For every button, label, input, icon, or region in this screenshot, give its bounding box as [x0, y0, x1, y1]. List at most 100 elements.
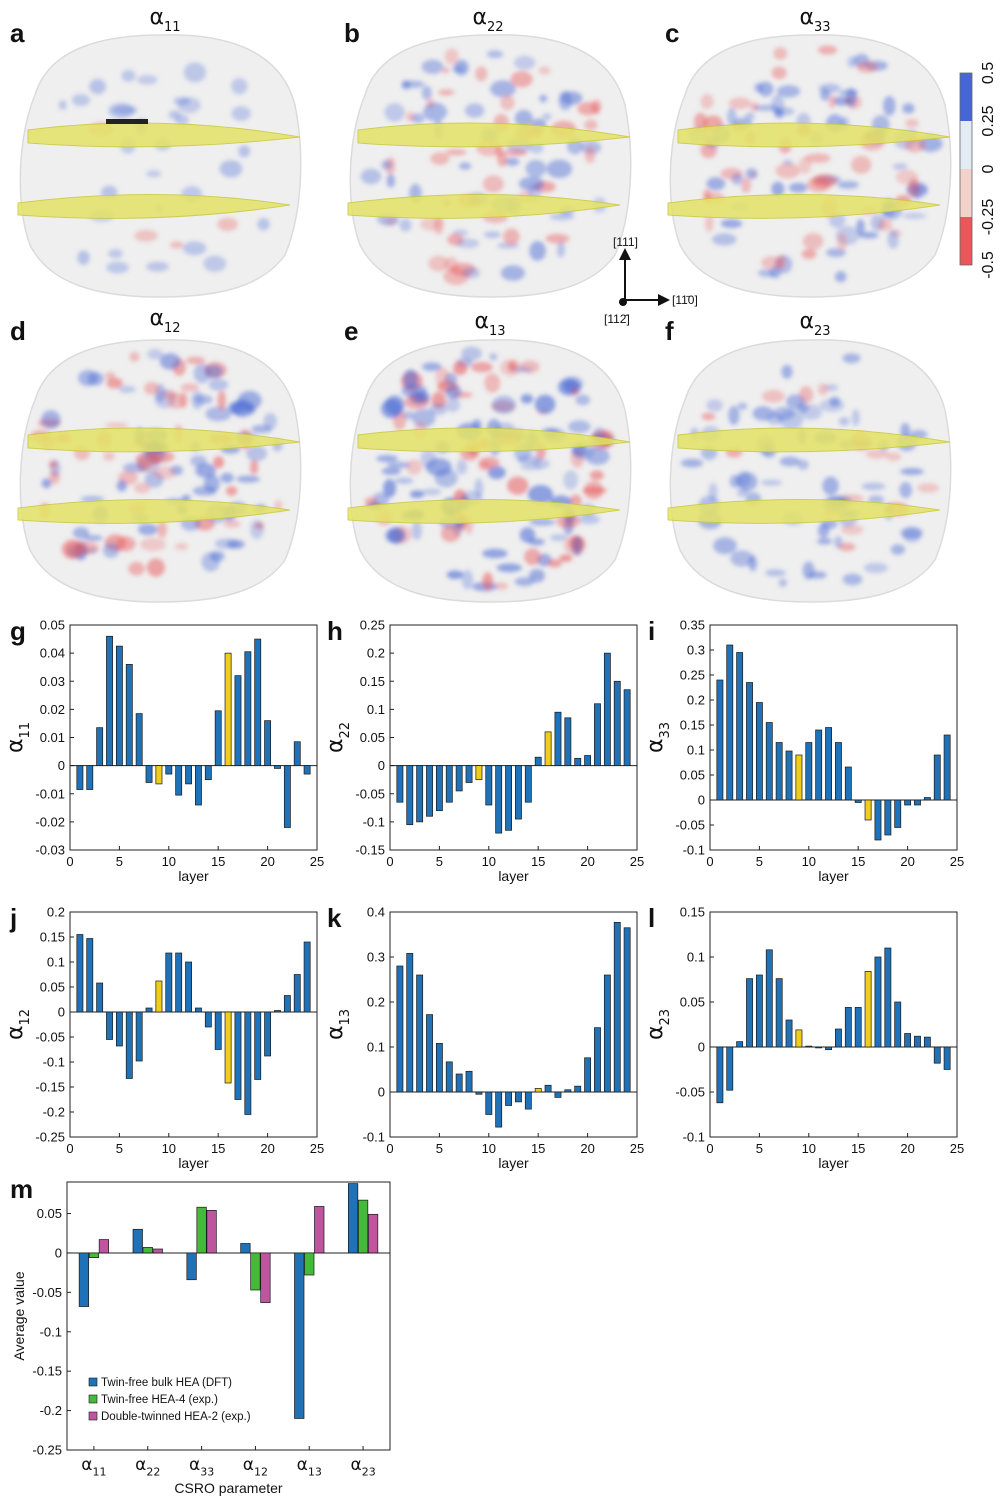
bar-layer-15	[214, 710, 222, 766]
bar-23-series-1	[347, 1183, 359, 1254]
isosurface-blob	[762, 389, 785, 403]
isosurface-blob	[106, 261, 129, 274]
isosurface-blob	[858, 231, 879, 239]
bar-layer-14	[204, 1011, 212, 1028]
isosurface-blob	[89, 79, 106, 95]
alpha-subscript: 33	[200, 1465, 214, 1478]
alpha-subscript: 12	[164, 321, 181, 336]
x-tick-label: 10	[482, 1141, 496, 1156]
bar-layer-1	[76, 765, 84, 790]
isosurface-blob	[801, 249, 817, 259]
y-tick-label: 0.1	[687, 743, 705, 758]
y-tick-label: 0	[378, 758, 385, 773]
nanoparticle-render	[17, 34, 302, 298]
y-axis-label: α11	[3, 722, 33, 753]
isosurface-blob	[575, 394, 591, 406]
y-tick-label: 0.2	[367, 995, 385, 1010]
x-tick-label: 15	[211, 854, 225, 869]
x-tick-label: 5	[756, 1141, 763, 1156]
direction-label-out: [112̄]	[604, 312, 630, 326]
bar-layer-8	[465, 1070, 473, 1093]
alpha-symbol: α	[297, 1455, 308, 1475]
isosurface-blob	[788, 182, 808, 193]
isosurface-blob	[209, 551, 225, 562]
bar-layer-15	[854, 1007, 862, 1048]
y-tick-label: -0.05	[32, 1285, 62, 1300]
bar-layer-12	[825, 727, 832, 801]
bar-layer-13	[835, 1028, 842, 1048]
y-tick-label: 0.05	[360, 730, 385, 745]
isosurface-blob	[430, 152, 450, 165]
bar-layer-5	[435, 1043, 443, 1093]
twin-plane-lower	[347, 193, 621, 219]
isosurface-blob	[760, 256, 783, 269]
bar-layer-5	[755, 702, 763, 801]
bar-layer-16	[864, 799, 872, 821]
y-axis-label: α23	[643, 1009, 673, 1040]
y-tick-label: 0.04	[40, 646, 65, 661]
y-tick-label: 0.1	[367, 1040, 385, 1055]
isosurface-blob	[482, 175, 504, 193]
isosurface-blob	[836, 232, 848, 251]
particle-outline	[19, 34, 302, 298]
isosurface-blob	[496, 563, 522, 573]
panel-letter: e	[344, 316, 358, 346]
y-tick-label: 0.05	[680, 768, 705, 783]
y-tick-label: 0.1	[367, 702, 385, 717]
isosurface-blob	[753, 104, 779, 112]
isosurface-blob	[83, 534, 103, 542]
bar-layer-18	[564, 717, 572, 766]
y-tick-label: 0.2	[367, 646, 385, 661]
bar-layer-9	[475, 1091, 483, 1095]
bar-layer-4	[106, 635, 113, 766]
bar-layer-6	[765, 722, 773, 801]
isosurface-blob	[741, 177, 751, 194]
twin-plane-lower	[667, 498, 941, 524]
isosurface-blob	[462, 267, 481, 279]
isosurface-blob	[414, 394, 427, 403]
bar-layer-15	[854, 799, 862, 803]
direction-label-up: [111]	[613, 235, 638, 249]
isosurface-blob	[779, 409, 804, 430]
bar-layer-5	[755, 974, 763, 1048]
isosurface-blob	[173, 97, 191, 106]
isosurface-blob	[482, 548, 508, 559]
isosurface-blob	[170, 241, 184, 249]
panel-letter: i	[648, 616, 655, 646]
x-tick-label: 10	[162, 1141, 176, 1156]
x-tick-label: α22	[135, 1455, 160, 1478]
isosurface-blob	[137, 74, 158, 85]
y-tick-label: -0.25	[35, 1130, 65, 1145]
x-tick-label: α23	[350, 1455, 375, 1478]
bar-22-series-3	[152, 1248, 163, 1254]
y-tick-label: 0.03	[40, 674, 65, 689]
isosurface-blob	[822, 476, 839, 496]
crystal-direction-axes: [111] [11̄0] [112̄]	[604, 235, 698, 326]
isosurface-blob	[360, 168, 382, 185]
alpha-subscript: 22	[338, 722, 353, 739]
isosurface-blob	[159, 353, 181, 370]
y-tick-label: 0	[698, 793, 705, 808]
isosurface-blob	[539, 94, 548, 103]
isosurface-blob	[385, 395, 405, 415]
bar-layer-22	[283, 995, 291, 1013]
isosurface-blob	[422, 488, 442, 496]
x-axis-label: layer	[498, 868, 529, 884]
isosurface-blob	[773, 47, 788, 60]
y-tick-label: 0.05	[40, 980, 65, 995]
bar-layer-10	[165, 952, 173, 1013]
bar-layer-19	[574, 757, 582, 766]
isosurface-blob	[423, 102, 448, 122]
isosurface-blob	[838, 417, 850, 426]
isosurface-blob	[144, 381, 160, 395]
x-tick-label: α11	[81, 1455, 106, 1478]
nanoparticle-render	[667, 34, 952, 298]
bar-layer-21	[274, 1010, 281, 1013]
isosurface-blob	[203, 474, 220, 493]
isosurface-blob	[706, 177, 726, 191]
alpha-subscript: 23	[362, 1465, 376, 1478]
isosurface-blob	[104, 422, 129, 429]
bar-layer-22	[923, 1036, 931, 1048]
x-tick-label-text: α12	[243, 1455, 268, 1478]
